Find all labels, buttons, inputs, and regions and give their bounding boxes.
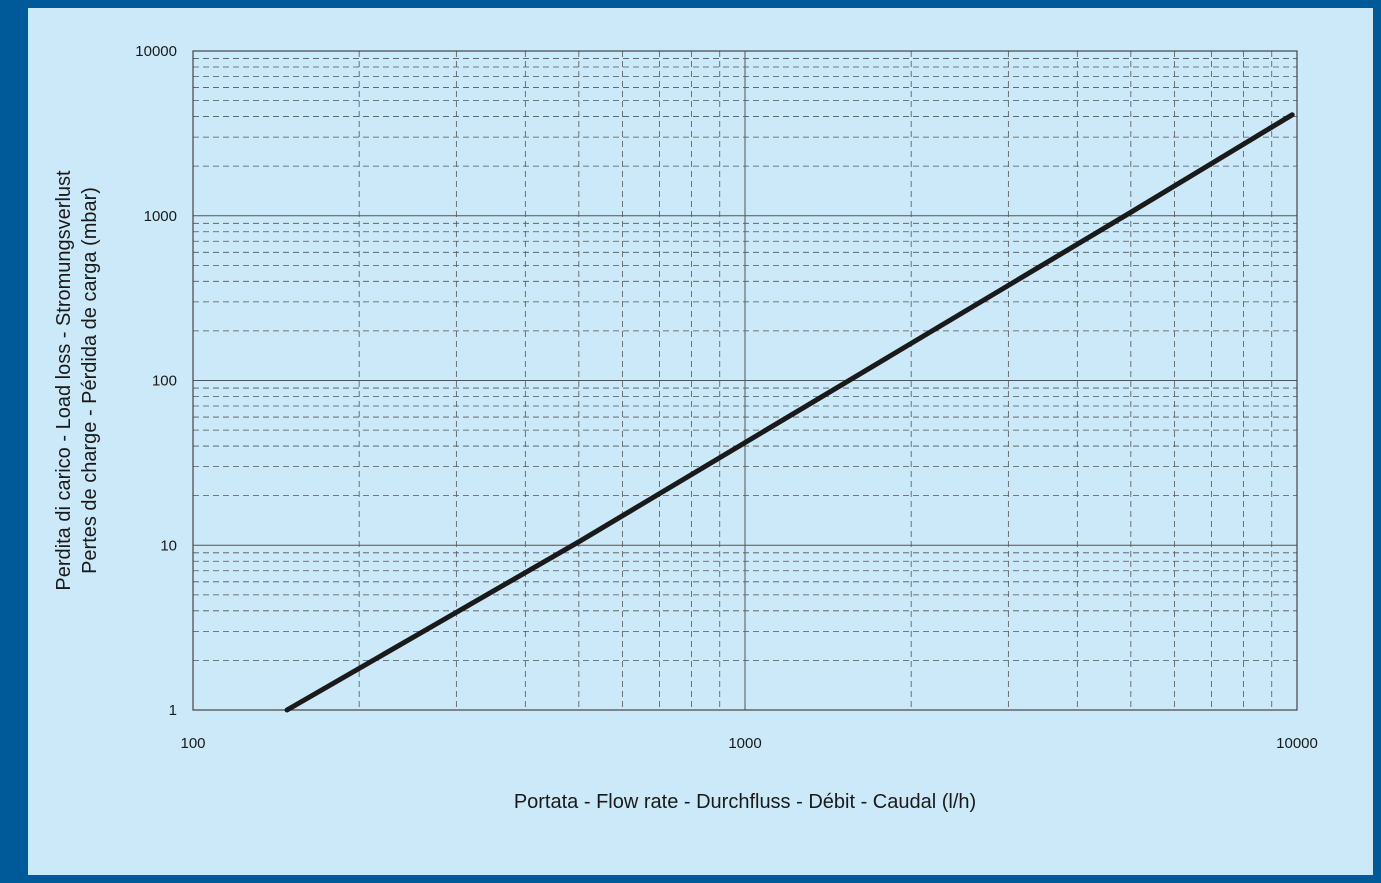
plot-area [192, 50, 1298, 711]
y-axis-title-line-1: Perdita di carico - Load loss - Stromung… [53, 170, 75, 591]
x-tick-label: 100 [180, 735, 205, 752]
x-tick-label: 1000 [728, 735, 761, 752]
x-tick-label: 10000 [1276, 735, 1318, 752]
y-tick-labels: 1 10 100 1000 10000 [135, 43, 177, 719]
series-layer [284, 112, 1295, 713]
major-grid [193, 51, 1297, 710]
y-tick-label: 1 [169, 702, 177, 719]
series-line [284, 112, 1295, 713]
chart-panel [28, 8, 1373, 875]
x-axis-title: Portata - Flow rate - Durchfluss - Débit… [514, 791, 976, 813]
x-tick-labels: 100 1000 10000 [180, 735, 1317, 752]
y-axis-title-line-2: Pertes de charge - Pérdida de carga (mba… [79, 187, 101, 574]
y-tick-label: 10000 [135, 43, 177, 60]
y-tick-label: 10 [160, 537, 177, 554]
y-tick-label: 1000 [144, 208, 177, 225]
y-tick-label: 100 [152, 373, 177, 390]
